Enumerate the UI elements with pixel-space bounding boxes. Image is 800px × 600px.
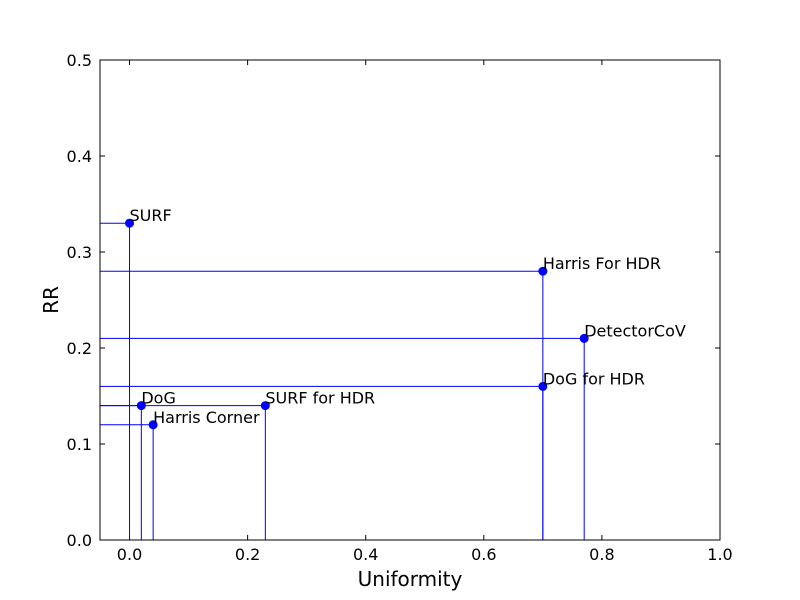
y-tick-label: 0.2 bbox=[67, 339, 92, 358]
point bbox=[579, 333, 589, 343]
x-tick-label: 0.8 bbox=[589, 545, 614, 564]
y-tick-label: 0.4 bbox=[67, 147, 92, 166]
point bbox=[148, 420, 158, 430]
x-tick-label: 1.0 bbox=[707, 545, 732, 564]
point bbox=[136, 401, 146, 411]
x-tick-label: 0.2 bbox=[235, 545, 260, 564]
point bbox=[260, 401, 270, 411]
x-axis-label: Uniformity bbox=[358, 567, 463, 591]
point-label: Harris Corner bbox=[153, 408, 260, 427]
x-tick-label: 0.6 bbox=[471, 545, 496, 564]
x-tick-label: 0.4 bbox=[353, 545, 378, 564]
y-axis-label: RR bbox=[39, 286, 63, 314]
point-label: DetectorCoV bbox=[584, 321, 686, 340]
y-tick-label: 0.1 bbox=[67, 435, 92, 454]
point-label: SURF for HDR bbox=[265, 389, 375, 408]
point-label: SURF bbox=[130, 206, 172, 225]
y-tick-label: 0.0 bbox=[67, 531, 92, 550]
point-label: Harris For HDR bbox=[543, 254, 661, 273]
plot-frame bbox=[99, 59, 721, 541]
point-label: DoG bbox=[141, 389, 176, 408]
y-tick-label: 0.3 bbox=[67, 243, 92, 262]
point bbox=[538, 266, 548, 276]
point-label: DoG for HDR bbox=[543, 369, 645, 388]
y-tick-label: 0.5 bbox=[67, 51, 92, 70]
x-tick-label: 0.0 bbox=[117, 545, 142, 564]
point bbox=[538, 381, 548, 391]
point bbox=[125, 218, 135, 228]
